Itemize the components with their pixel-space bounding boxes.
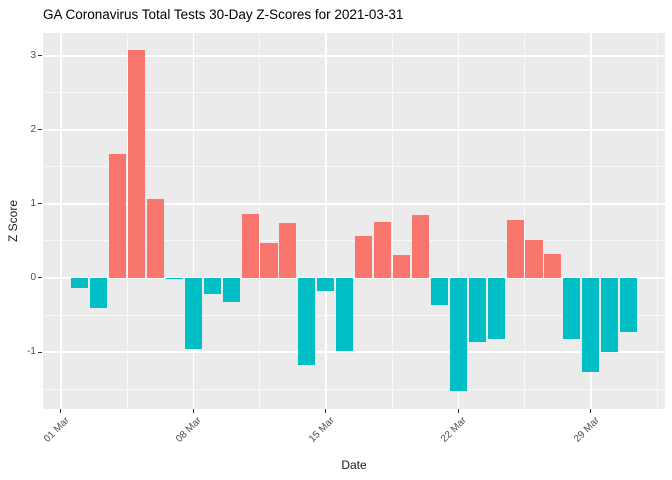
gridline-major-horizontal: [43, 129, 665, 131]
x-tick-label: 15 Mar: [306, 415, 337, 445]
gridline-major-vertical: [590, 33, 592, 409]
bar-2021-03-05: [127, 50, 146, 278]
bar-2021-03-10: [222, 277, 240, 303]
gridline-major-vertical: [325, 33, 327, 409]
plot-panel: [43, 33, 665, 409]
gridline-major-horizontal: [43, 203, 665, 205]
bar-2021-03-04: [109, 153, 127, 278]
gridline-minor-vertical: [259, 33, 261, 409]
y-tick-label: -1: [27, 346, 36, 357]
x-tick-mark: [60, 409, 62, 413]
x-tick-mark: [457, 409, 459, 413]
bar-2021-03-12: [260, 243, 278, 278]
gridline-minor-horizontal: [43, 314, 665, 316]
bar-2021-03-28: [563, 277, 581, 340]
gridline-major-horizontal: [43, 351, 665, 353]
y-tick-mark: [38, 129, 42, 131]
gridline-minor-horizontal: [43, 240, 665, 242]
bar-2021-03-23: [468, 277, 486, 342]
bar-2021-03-19: [392, 255, 411, 278]
x-tick-label: 22 Mar: [439, 415, 470, 445]
bar-2021-03-24: [487, 277, 505, 339]
bar-2021-03-20: [411, 215, 429, 278]
bar-2021-03-25: [506, 220, 524, 278]
bar-2021-03-29: [582, 277, 600, 372]
bar-2021-03-21: [430, 277, 448, 305]
y-tick-mark: [38, 351, 42, 353]
bar-2021-03-07: [165, 277, 183, 280]
x-tick-mark: [325, 409, 327, 413]
bar-2021-03-18: [374, 221, 392, 278]
gridline-minor-vertical: [391, 33, 393, 409]
gridline-minor-horizontal: [43, 92, 665, 94]
gridline-minor-vertical: [656, 33, 658, 409]
bar-2021-03-22: [449, 277, 467, 392]
gridline-minor-horizontal: [43, 388, 665, 390]
y-tick-label: 3: [30, 49, 36, 61]
x-tick-mark: [590, 409, 592, 413]
bar-2021-03-09: [203, 277, 221, 294]
gridline-minor-vertical: [524, 33, 526, 409]
bar-2021-03-11: [241, 213, 259, 278]
y-axis-title: Z Score: [6, 200, 20, 243]
bar-2021-03-27: [544, 253, 562, 278]
bar-2021-03-08: [184, 277, 202, 350]
bar-2021-03-13: [279, 223, 297, 278]
bar-2021-03-17: [355, 235, 373, 278]
y-tick-label: 1: [30, 197, 36, 209]
y-tick-mark: [38, 277, 42, 279]
x-tick-label: 08 Mar: [174, 415, 205, 445]
x-tick-mark: [192, 409, 194, 413]
gridline-major-vertical: [192, 33, 195, 409]
gridline-major-horizontal: [43, 55, 665, 57]
bar-2021-03-03: [90, 277, 108, 309]
bar-2021-03-26: [525, 239, 543, 278]
x-tick-label: 29 Mar: [571, 415, 602, 445]
bar-2021-03-15: [317, 277, 335, 292]
bar-2021-03-30: [601, 277, 619, 352]
y-tick-mark: [38, 203, 42, 205]
bar-2021-03-31: [620, 277, 638, 333]
gridline-major-vertical: [457, 33, 460, 409]
chart-title: GA Coronavirus Total Tests 30-Day Z-Scor…: [43, 7, 404, 22]
y-tick-mark: [38, 55, 42, 57]
gridline-major-horizontal: [43, 277, 665, 279]
bar-2021-03-06: [146, 198, 164, 278]
x-tick-label: 01 Mar: [41, 415, 72, 445]
gridline-major-vertical: [60, 33, 62, 409]
gridline-minor-horizontal: [43, 166, 665, 168]
bar-2021-03-02: [71, 277, 89, 289]
x-axis-title: Date: [341, 458, 367, 472]
gridline-minor-vertical: [126, 33, 128, 409]
y-tick-label: 0: [30, 271, 36, 283]
bar-2021-03-16: [336, 277, 354, 352]
bar-2021-03-14: [298, 277, 316, 366]
y-tick-label: 2: [30, 123, 36, 135]
